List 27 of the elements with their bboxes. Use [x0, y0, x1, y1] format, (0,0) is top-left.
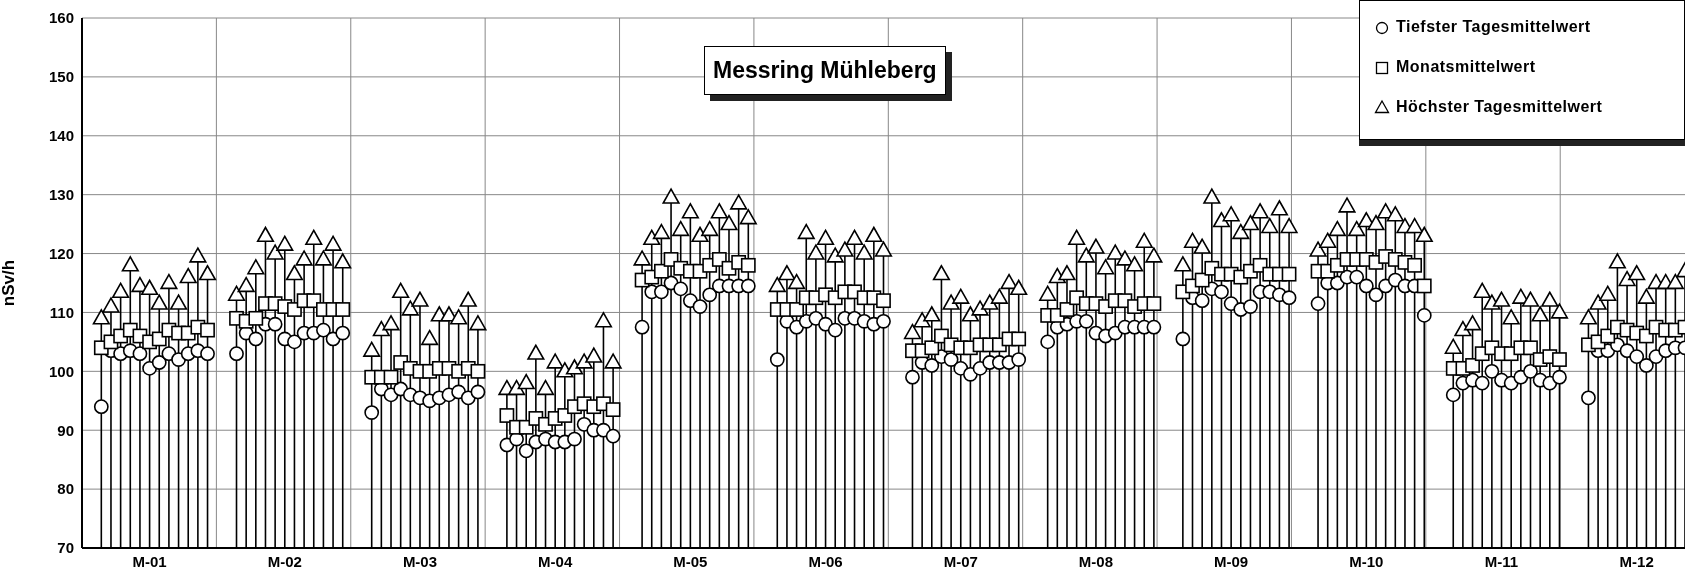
x-tick-label: M-07: [943, 552, 978, 570]
y-tick-label: 120: [48, 244, 74, 262]
text: Messring Mühleberg: [704, 46, 946, 95]
y-axis-title: nSv/h: [0, 259, 19, 307]
y-tick-label: 130: [48, 185, 74, 203]
y-tick-label: 100: [48, 362, 74, 380]
y-tick-label: 80: [57, 480, 74, 498]
y-tick-label: 90: [57, 421, 74, 439]
x-tick-label: M-01: [132, 552, 167, 570]
y-tick-label: 150: [48, 68, 74, 86]
legend-label: Höchster Tagesmittelwert: [1396, 98, 1603, 116]
x-tick-label: M-04: [538, 552, 573, 570]
y-tick-label: 140: [48, 127, 74, 145]
x-tick-label: M-12: [1619, 552, 1654, 570]
legend-label: Monatsmittelwert: [1396, 58, 1536, 76]
legend-label: Tiefster Tagesmittelwert: [1396, 18, 1591, 36]
x-tick-label: M-09: [1214, 552, 1249, 570]
x-tick-label: M-02: [267, 552, 302, 570]
y-tick-label: 160: [48, 9, 74, 27]
x-tick-label: M-05: [673, 552, 708, 570]
y-tick-label: 110: [49, 303, 74, 321]
x-tick-label: M-08: [1078, 552, 1114, 570]
y-tick-label: 70: [57, 539, 74, 557]
x-tick-label: M-03: [402, 552, 438, 570]
x-tick-label: M-11: [1484, 552, 1519, 570]
x-tick-label: M-06: [808, 552, 843, 570]
x-tick-label: M-10: [1349, 552, 1384, 570]
